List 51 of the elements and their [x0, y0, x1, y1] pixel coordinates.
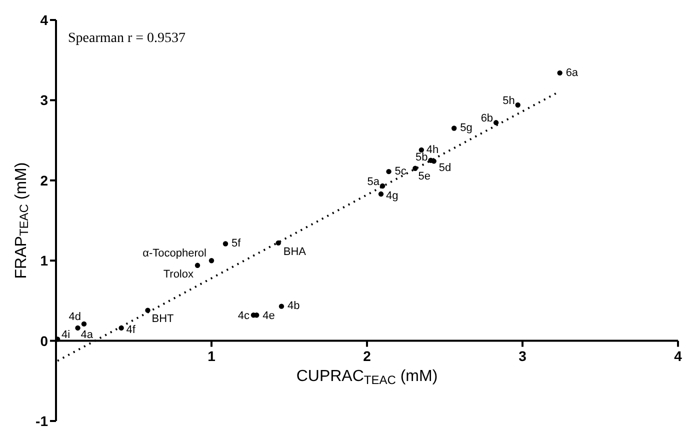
annotation: BHT [152, 313, 174, 326]
point [75, 325, 80, 331]
annotation: 4b [287, 300, 300, 312]
point [493, 120, 499, 126]
point [451, 126, 457, 131]
point [412, 166, 418, 171]
x-axis-title: CUPRAC$_{TEAC}$ (mM) [296, 368, 438, 387]
point [386, 168, 392, 174]
annotation: 4a [80, 328, 94, 341]
y-tick-label: 0 [40, 332, 48, 349]
y-tick-label: 4 [40, 12, 48, 28]
annotation: 5e [418, 170, 430, 182]
point [557, 70, 562, 76]
annotation: 4c [238, 310, 250, 322]
x-tick-label: 2 [363, 348, 372, 364]
annotation: 5f [231, 238, 242, 250]
annotation: 6b [480, 112, 494, 125]
x-tick-label: 4 [674, 348, 682, 364]
annotation: 5b [416, 151, 428, 164]
annotation: 5g [460, 122, 472, 134]
point [222, 241, 228, 246]
point [380, 183, 386, 189]
point [194, 262, 200, 268]
x-tick-label: 1 [208, 348, 216, 364]
annotation: Spearman r = 0.9537 [68, 31, 186, 46]
point [81, 321, 87, 327]
annotation: 4d [68, 310, 81, 323]
x-tick-label: 3 [518, 348, 527, 364]
annotation: 4f [126, 324, 136, 336]
annotation: 6a [566, 66, 579, 79]
annotation: 4g [386, 190, 398, 202]
annotation: 5a [367, 176, 380, 188]
annotation: α-Tocopherol [142, 248, 206, 260]
annotation: 5c [394, 165, 407, 178]
y-tick-label: 3 [40, 92, 48, 108]
annotation: 4i [62, 329, 70, 342]
point [515, 102, 520, 108]
point [418, 147, 424, 153]
annotation: 5h [502, 94, 515, 107]
y-tick-label: 2 [40, 172, 48, 188]
annotation: Trolox [163, 268, 194, 280]
point [278, 304, 284, 309]
annotation: 4h [426, 144, 439, 156]
annotation: 5d [438, 162, 452, 174]
annotation: BHA [283, 246, 307, 258]
y-tick-label: -1 [36, 412, 48, 428]
point [276, 240, 281, 246]
point [208, 258, 214, 264]
y-tick-label: 1 [40, 252, 48, 269]
annotation: 4e [262, 310, 275, 322]
point [378, 191, 384, 197]
